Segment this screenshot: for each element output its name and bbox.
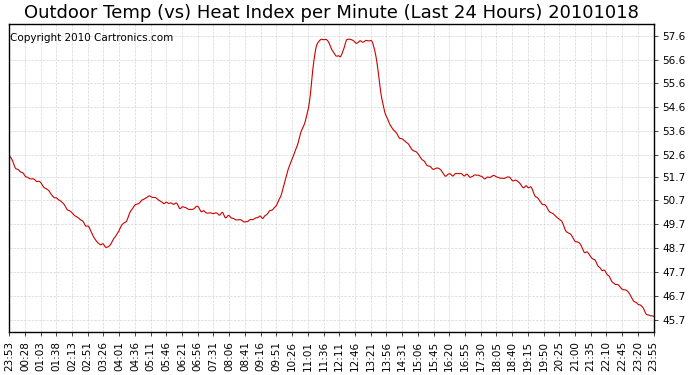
Text: Copyright 2010 Cartronics.com: Copyright 2010 Cartronics.com [10,33,174,43]
Title: Outdoor Temp (vs) Heat Index per Minute (Last 24 Hours) 20101018: Outdoor Temp (vs) Heat Index per Minute … [24,4,639,22]
